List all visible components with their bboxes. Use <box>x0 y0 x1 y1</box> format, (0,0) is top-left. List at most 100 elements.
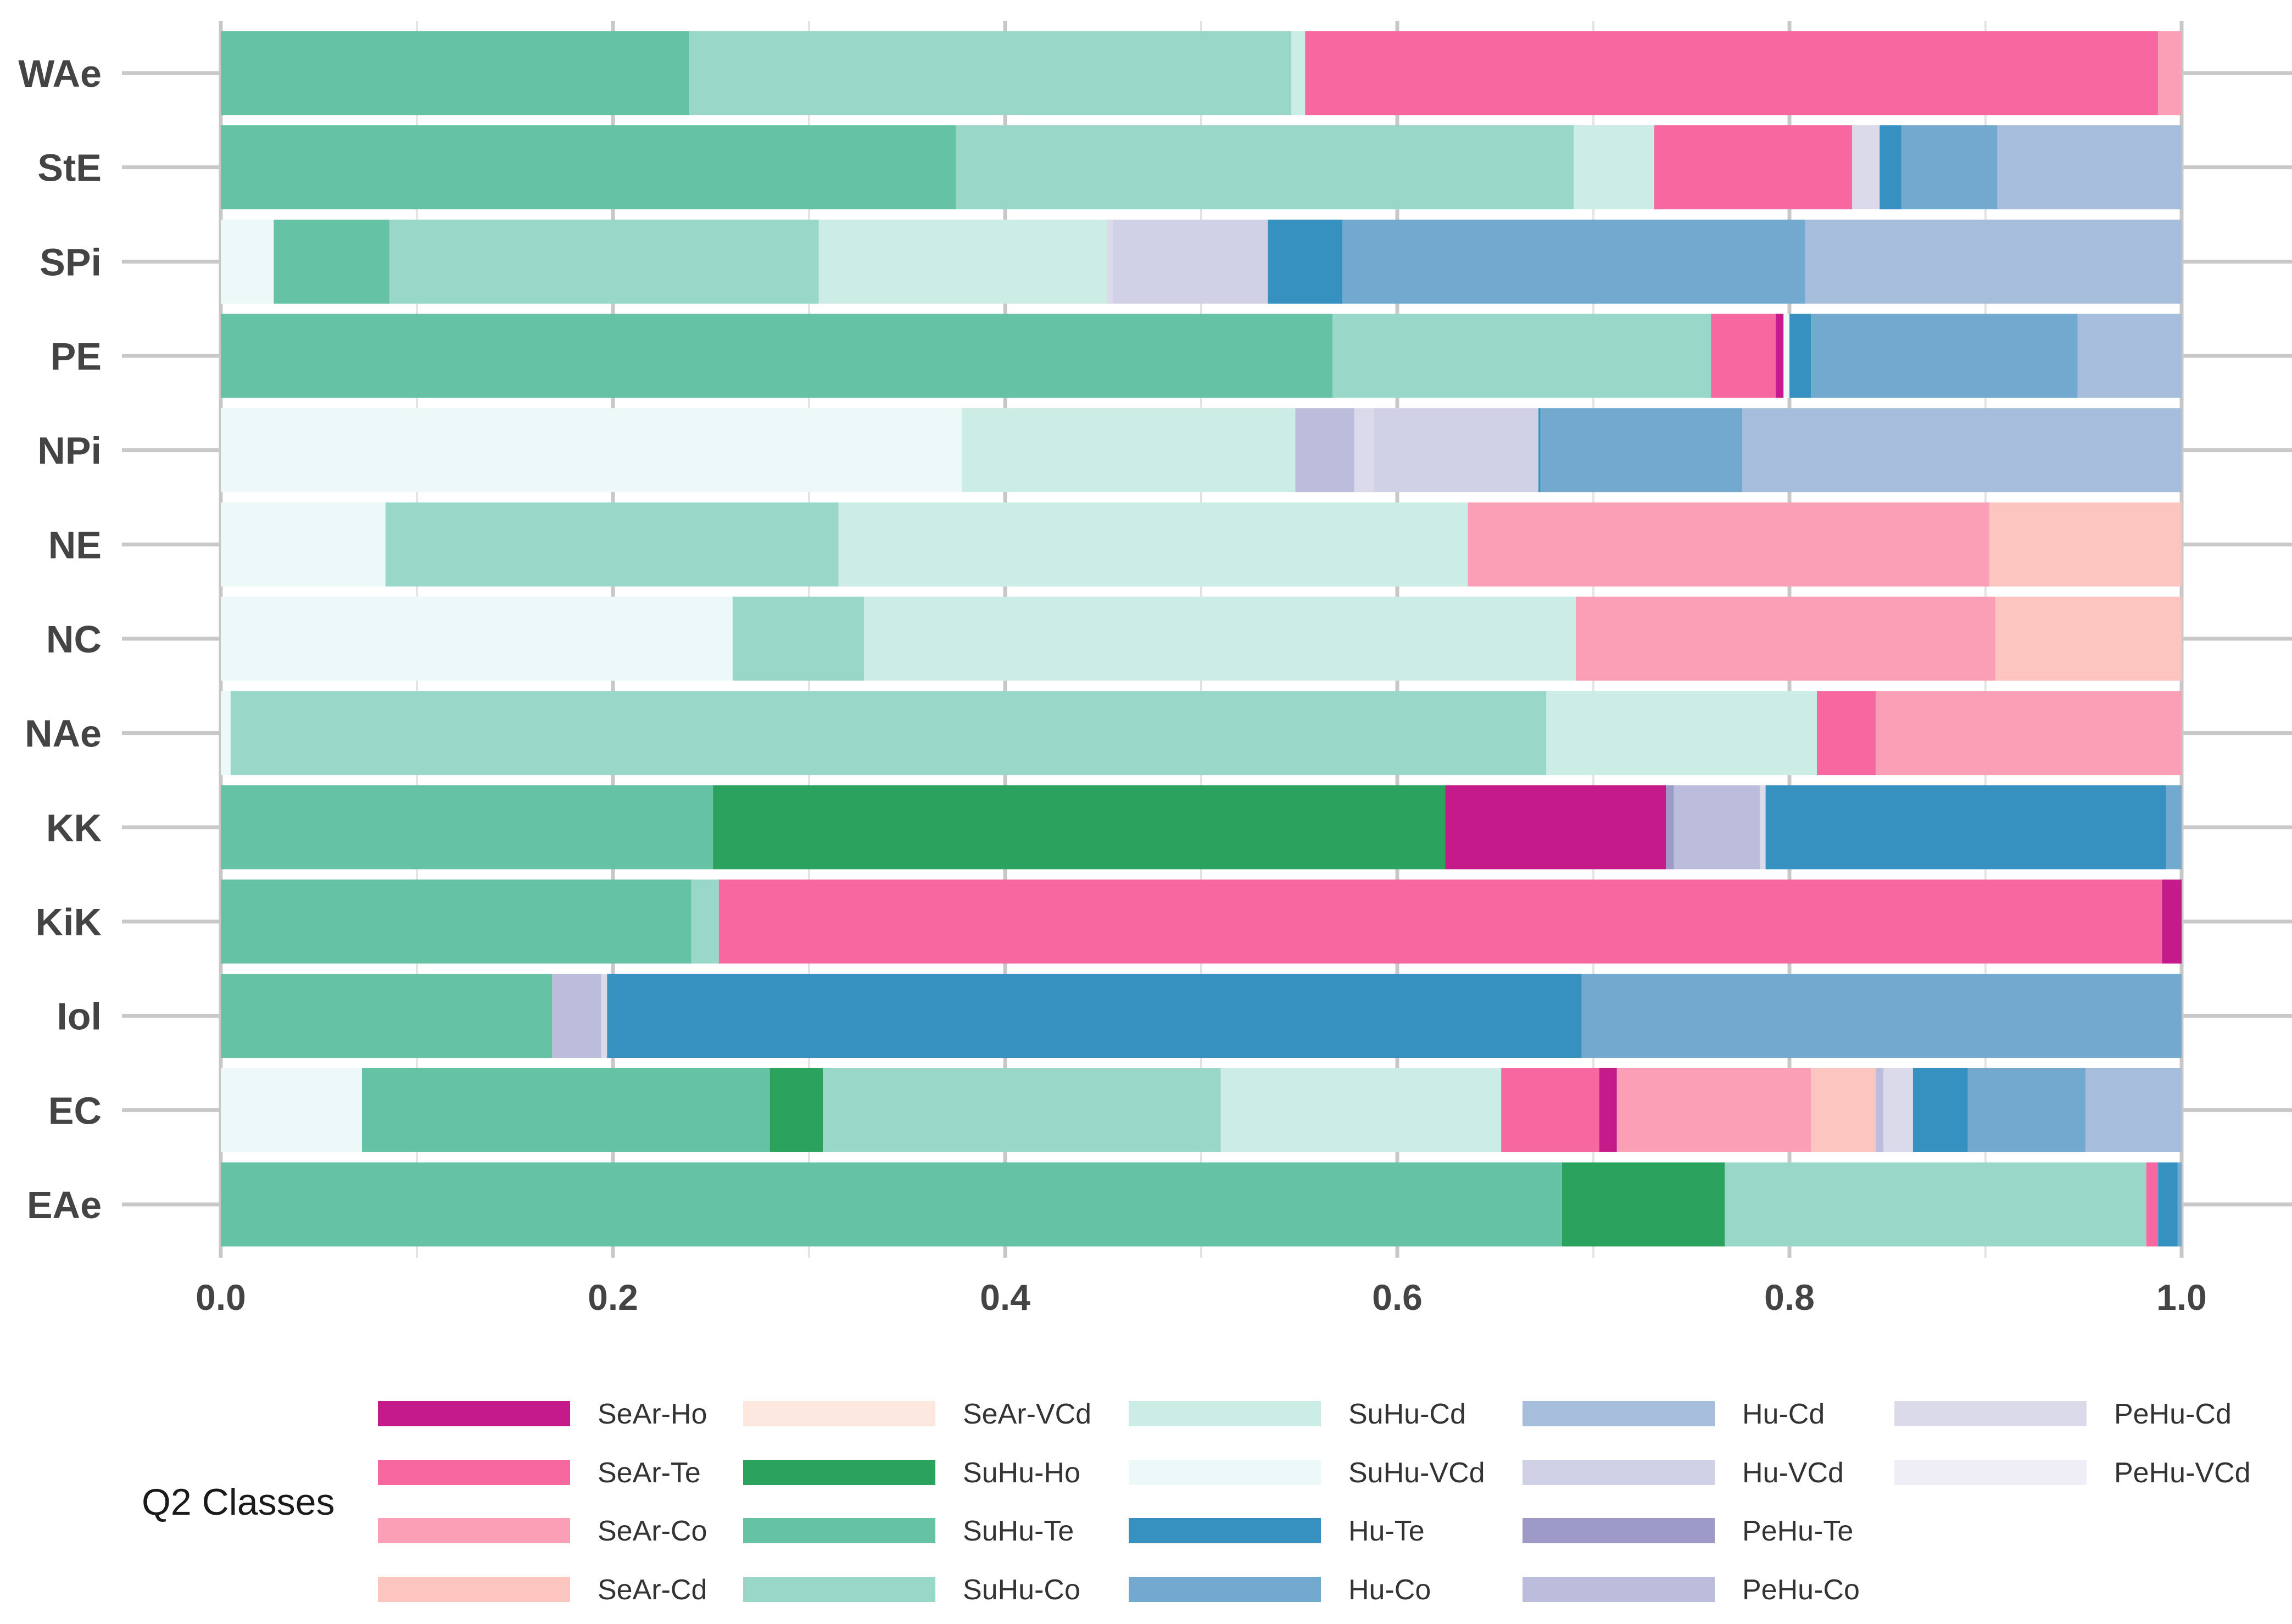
bar-segment-NAe-SuHu-VCd <box>221 691 231 775</box>
bar-NC <box>221 596 2182 681</box>
legend-label: SeAr-VCd <box>963 1398 1091 1430</box>
bar-segment-KK-SuHu-Ho <box>713 785 1446 869</box>
legend-key <box>378 1401 570 1426</box>
legend-label: SeAr-Te <box>598 1457 701 1489</box>
bar-segment-WAe-SuHu-Co <box>689 31 1292 115</box>
legend-key <box>1894 1460 2087 1485</box>
legend-item-Hu-Te: Hu-Te <box>1129 1515 1425 1547</box>
bar-segment-NAe-SeAr-Co <box>1876 691 2182 775</box>
legend-key <box>378 1460 570 1485</box>
legend-item-SeAr-Ho: SeAr-Ho <box>378 1398 707 1430</box>
legend-item-PeHu-VCd: PeHu-VCd <box>1894 1457 2251 1489</box>
bars <box>221 31 2182 1247</box>
bar-segment-Iol-PeHu-Cd <box>601 974 607 1058</box>
bar-segment-EAe-SuHu-Ho <box>1562 1162 1725 1247</box>
bar-segment-StE-Hu-Cd <box>1997 125 2182 210</box>
bar-segment-NE-SuHu-Cd <box>838 502 1468 587</box>
legend-item-PeHu-Co: PeHu-Co <box>1523 1574 1860 1606</box>
legend-key <box>1129 1577 1321 1602</box>
bar-NPi <box>221 408 2182 493</box>
bar-segment-EC-SeAr-Cd <box>1811 1068 1876 1152</box>
bar-segment-NC-SeAr-Cd <box>1995 596 2182 681</box>
bar-segment-PE-SuHu-VCd <box>1783 314 1789 398</box>
bar-segment-StE-SuHu-Co <box>956 125 1574 210</box>
bar-segment-WAe-SuHu-Te <box>221 31 690 115</box>
bar-KK <box>221 785 2182 869</box>
bar-segment-NE-SuHu-VCd <box>221 502 386 587</box>
bar-segment-WAe-SeAr-Co <box>2158 31 2182 115</box>
legend-key <box>1523 1577 1715 1602</box>
x-tick-label: 0.0 <box>196 1277 246 1318</box>
bar-segment-KK-PeHu-Co <box>1674 785 1760 869</box>
legend-item-SuHu-Te: SuHu-Te <box>743 1515 1074 1547</box>
y-tick-label: KiK <box>35 901 102 944</box>
bar-segment-StE-Hu-Co <box>1901 125 1998 210</box>
bar-segment-KK-SuHu-Te <box>221 785 713 869</box>
bar-segment-StE-SeAr-Te <box>1654 125 1853 210</box>
legend-item-SeAr-VCd: SeAr-VCd <box>743 1398 1091 1430</box>
legend-label: PeHu-Cd <box>2114 1398 2232 1430</box>
legend-label: SeAr-Ho <box>598 1398 707 1430</box>
bar-segment-EC-SuHu-Co <box>822 1068 1221 1152</box>
legend-label: PeHu-Te <box>1742 1515 1853 1547</box>
bar-segment-KK-Hu-Te <box>1765 785 2166 869</box>
bar-segment-KK-PeHu-Cd <box>1759 785 1766 869</box>
bar-segment-PE-Hu-Cd <box>2077 314 2182 398</box>
legend-label: Hu-VCd <box>1742 1457 1844 1489</box>
legend-label: Hu-Cd <box>1742 1398 1825 1430</box>
legend-key <box>1129 1401 1321 1426</box>
legend-label: SuHu-Co <box>963 1574 1080 1606</box>
bar-NAe <box>221 691 2182 775</box>
bar-segment-Iol-SuHu-Te <box>221 974 553 1058</box>
legend-label: SuHu-Cd <box>1348 1398 1466 1430</box>
bar-segment-PE-SeAr-Te <box>1711 314 1776 398</box>
bar-segment-SPi-SuHu-Co <box>389 219 819 304</box>
bar-segment-NAe-SuHu-Co <box>230 691 1547 775</box>
x-tick-label: 0.6 <box>1372 1277 1423 1318</box>
y-tick-label: NC <box>46 618 102 661</box>
legend-item-SeAr-Co: SeAr-Co <box>378 1515 707 1547</box>
bar-segment-WAe-SeAr-Te <box>1305 31 2159 115</box>
bar-segment-EC-PeHu-Cd <box>1883 1068 1913 1152</box>
bar-SPi <box>221 219 2182 304</box>
y-tick-label: KK <box>46 806 102 849</box>
x-tick-label: 1.0 <box>2156 1277 2207 1318</box>
bar-segment-EC-Hu-Co <box>1967 1068 2086 1152</box>
bar-segment-EC-SuHu-Te <box>362 1068 770 1152</box>
bar-segment-EAe-Hu-Co <box>2177 1162 2182 1247</box>
bar-segment-PE-SeAr-Ho <box>1776 314 1784 398</box>
bar-segment-PE-SuHu-Co <box>1332 314 1711 398</box>
bar-segment-SPi-Hu-Co <box>1342 219 1805 304</box>
bar-segment-EC-SeAr-Ho <box>1599 1068 1617 1152</box>
legend-item-SuHu-Cd: SuHu-Cd <box>1129 1398 1466 1430</box>
legend-item-SuHu-Ho: SuHu-Ho <box>743 1457 1080 1489</box>
bar-segment-NAe-SuHu-Cd <box>1546 691 1817 775</box>
bar-StE <box>221 125 2182 210</box>
bar-segment-EAe-Hu-Te <box>2158 1162 2178 1247</box>
legend-item-SuHu-VCd: SuHu-VCd <box>1129 1457 1485 1489</box>
bar-EC <box>221 1068 2182 1152</box>
legend-item-Hu-Co: Hu-Co <box>1129 1574 1431 1606</box>
bar-segment-StE-SuHu-Cd <box>1574 125 1654 210</box>
legend-key <box>1129 1518 1321 1543</box>
y-tick-label: NAe <box>25 712 102 755</box>
bar-segment-EAe-SuHu-Te <box>221 1162 1562 1247</box>
bar-segment-KiK-SuHu-Te <box>221 879 691 964</box>
bar-segment-SPi-SuHu-Cd <box>818 219 1107 304</box>
bar-segment-WAe-SuHu-Cd <box>1291 31 1306 115</box>
legend-item-PeHu-Cd: PeHu-Cd <box>1894 1398 2232 1430</box>
y-tick-label: EC <box>48 1089 102 1132</box>
bar-segment-NC-SuHu-Cd <box>863 596 1576 681</box>
bar-Iol <box>221 974 2182 1058</box>
bar-segment-EC-Hu-Te <box>1912 1068 1968 1152</box>
legend-item-Hu-Cd: Hu-Cd <box>1523 1398 1825 1430</box>
bar-PE <box>221 314 2182 398</box>
legend-key <box>1894 1401 2087 1426</box>
bar-segment-SPi-PeHu-Cd <box>1107 219 1113 304</box>
bar-segment-NPi-PeHu-Cd <box>1354 408 1374 493</box>
bar-segment-NPi-Hu-Cd <box>1742 408 2182 493</box>
legend-key <box>743 1577 935 1602</box>
bar-segment-EC-PeHu-Co <box>1876 1068 1884 1152</box>
